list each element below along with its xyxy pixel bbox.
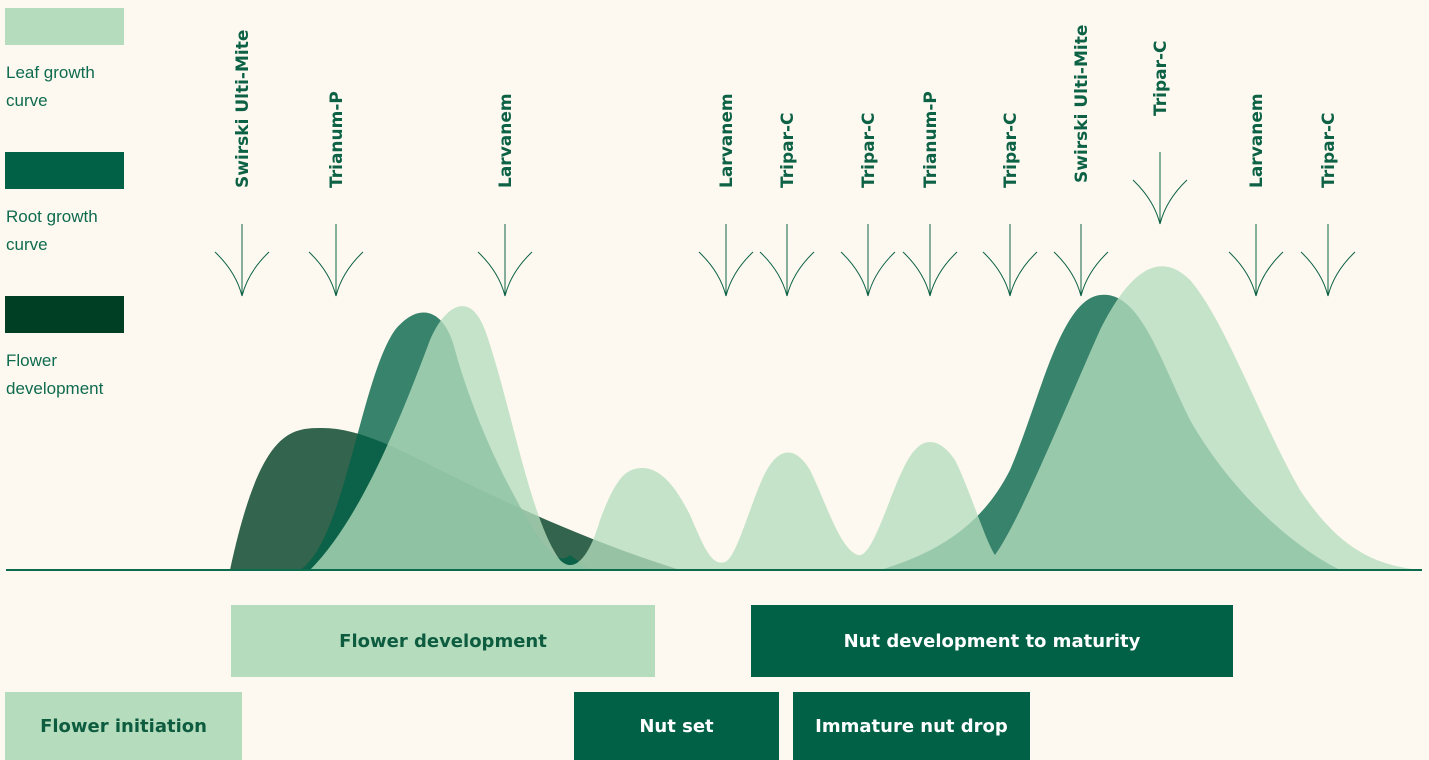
down-arrow-icon: [982, 224, 1038, 297]
down-arrow-icon: [1228, 224, 1284, 297]
application-label: Tripar-C: [1001, 113, 1021, 189]
down-arrow-icon: [214, 224, 270, 297]
stage-nut-set: Nut set: [574, 692, 779, 760]
application-marker: Tripar-C: [1300, 113, 1356, 297]
stage-immature-nut-drop: Immature nut drop: [793, 692, 1030, 760]
application-label: Tripar-C: [1151, 41, 1171, 117]
application-label: Larvanem: [717, 93, 737, 188]
down-arrow-icon: [477, 224, 533, 297]
application-label: Tripar-C: [778, 113, 798, 189]
down-arrow-icon: [1300, 224, 1356, 297]
application-label: Larvanem: [496, 93, 516, 188]
legend-label-flower-development: Flower development: [6, 351, 104, 398]
application-marker: Trianum-P: [902, 91, 958, 297]
application-markers: Swirski Ulti-Mite Trianum-P Larvanem Larvan…: [214, 25, 1356, 297]
application-marker: Swirski Ulti-Mite: [1053, 25, 1109, 297]
application-label: Trianum-P: [921, 91, 941, 188]
application-marker: Swirski Ulti-Mite: [214, 30, 270, 297]
application-label: Swirski Ulti-Mite: [233, 30, 253, 188]
legend-swatch-leaf-growth: [5, 8, 124, 45]
application-marker: Tripar-C: [1132, 41, 1188, 225]
application-label: Larvanem: [1247, 93, 1267, 188]
leaf-growth-curve: [310, 266, 1420, 570]
application-marker: Tripar-C: [840, 113, 896, 297]
application-marker: Larvanem: [477, 93, 533, 297]
stage-flower-development: Flower development: [231, 605, 655, 677]
legend-swatch-root-growth: [5, 152, 124, 189]
application-marker: Larvanem: [1228, 93, 1284, 297]
application-label: Trianum-P: [327, 91, 347, 188]
down-arrow-icon: [759, 224, 815, 297]
down-arrow-icon: [308, 224, 364, 297]
application-marker: Trianum-P: [308, 91, 364, 297]
stage-nut-development-to-maturity: Nut development to maturity: [751, 605, 1233, 677]
application-label: Tripar-C: [859, 113, 879, 189]
application-marker: Tripar-C: [759, 113, 815, 297]
application-marker: Tripar-C: [982, 113, 1038, 297]
application-marker: Larvanem: [698, 93, 754, 297]
application-label: Swirski Ulti-Mite: [1072, 25, 1092, 183]
legend-label-leaf-growth: Leaf growth curve: [6, 63, 95, 110]
application-label: Tripar-C: [1319, 113, 1339, 189]
down-arrow-icon: [1132, 152, 1188, 225]
stage-flower-initiation: Flower initiation: [5, 692, 242, 760]
growth-chart: Swirski Ulti-Mite Trianum-P Larvanem Larvan…: [6, 25, 1422, 571]
legend-swatch-flower-development: [5, 296, 124, 333]
down-arrow-icon: [902, 224, 958, 297]
legend-label-root-growth: Root growth curve: [6, 207, 98, 254]
down-arrow-icon: [840, 224, 896, 297]
down-arrow-icon: [1053, 224, 1109, 297]
down-arrow-icon: [698, 224, 754, 297]
